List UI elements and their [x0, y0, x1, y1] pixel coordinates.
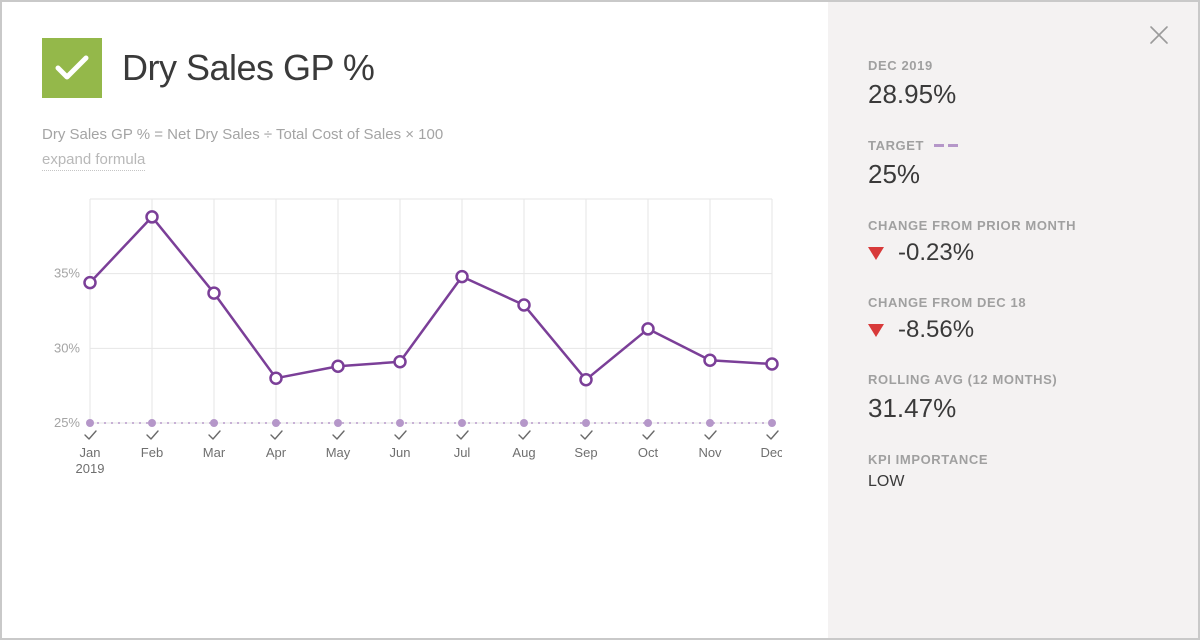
svg-text:Jun: Jun — [390, 445, 411, 460]
stat-change-month: CHANGE FROM PRIOR MONTH -0.23% — [868, 218, 1158, 267]
svg-text:25%: 25% — [54, 415, 80, 430]
stat-change-month-row: -0.23% — [868, 239, 1158, 267]
stat-change-month-label: CHANGE FROM PRIOR MONTH — [868, 218, 1158, 233]
stat-target-label: TARGET — [868, 138, 1158, 153]
stat-target-label-text: TARGET — [868, 138, 924, 153]
svg-text:Nov: Nov — [698, 445, 722, 460]
stat-period-label: DEC 2019 — [868, 58, 1158, 73]
arrow-down-icon — [868, 247, 884, 260]
close-button[interactable] — [1148, 24, 1170, 51]
stat-change-yoy-row: -8.56% — [868, 316, 1158, 344]
stat-change-yoy-value: -8.56% — [898, 316, 974, 344]
stat-rolling-value: 31.47% — [868, 393, 1158, 424]
stat-period-value: 28.95% — [868, 79, 1158, 110]
stat-kpi-importance: KPI IMPORTANCE LOW — [868, 452, 1158, 491]
stat-target-value: 25% — [868, 159, 1158, 190]
line-chart: 25% 30% 35% Jan2019 Feb Mar Apr May Jun Jul Aug Sep… — [42, 189, 808, 484]
svg-text:Oct: Oct — [638, 445, 659, 460]
svg-text:2019: 2019 — [76, 461, 105, 476]
svg-text:Sep: Sep — [574, 445, 597, 460]
svg-text:Feb: Feb — [141, 445, 163, 460]
expand-formula-link[interactable]: expand formula — [42, 151, 145, 171]
svg-text:Jul: Jul — [454, 445, 471, 460]
stat-change-month-value: -0.23% — [898, 239, 974, 267]
svg-text:Apr: Apr — [266, 445, 287, 460]
stat-change-yoy: CHANGE FROM DEC 18 -8.56% — [868, 295, 1158, 344]
svg-text:Jan: Jan — [80, 445, 101, 460]
main-panel: Dry Sales GP % Dry Sales GP % = Net Dry … — [2, 2, 828, 638]
status-badge — [42, 38, 102, 98]
kpi-detail-card: Dry Sales GP % Dry Sales GP % = Net Dry … — [0, 0, 1200, 640]
stat-kpi-value: LOW — [868, 473, 1158, 491]
svg-text:Mar: Mar — [203, 445, 226, 460]
stat-rolling-label: ROLLING AVG (12 MONTHS) — [868, 372, 1158, 387]
check-icon — [55, 54, 89, 82]
close-icon — [1148, 24, 1170, 46]
chart-svg: 25% 30% 35% Jan2019 Feb Mar Apr May Jun Jul Aug Sep… — [42, 189, 782, 479]
svg-text:May: May — [326, 445, 351, 460]
page-title: Dry Sales GP % — [122, 47, 374, 89]
header-row: Dry Sales GP % — [42, 38, 808, 98]
stat-change-yoy-label: CHANGE FROM DEC 18 — [868, 295, 1158, 310]
target-legend-swatch — [934, 144, 958, 147]
svg-text:Aug: Aug — [512, 445, 535, 460]
svg-text:30%: 30% — [54, 340, 80, 355]
arrow-down-icon — [868, 324, 884, 337]
stat-period: DEC 2019 28.95% — [868, 58, 1158, 110]
formula-text: Dry Sales GP % = Net Dry Sales ÷ Total C… — [42, 126, 808, 143]
stat-target: TARGET 25% — [868, 138, 1158, 190]
stat-rolling: ROLLING AVG (12 MONTHS) 31.47% — [868, 372, 1158, 424]
svg-text:Dec: Dec — [760, 445, 782, 460]
svg-text:35%: 35% — [54, 266, 80, 281]
stat-kpi-label: KPI IMPORTANCE — [868, 452, 1158, 467]
stats-sidebar: DEC 2019 28.95% TARGET 25% CHANGE FROM P… — [828, 2, 1198, 638]
